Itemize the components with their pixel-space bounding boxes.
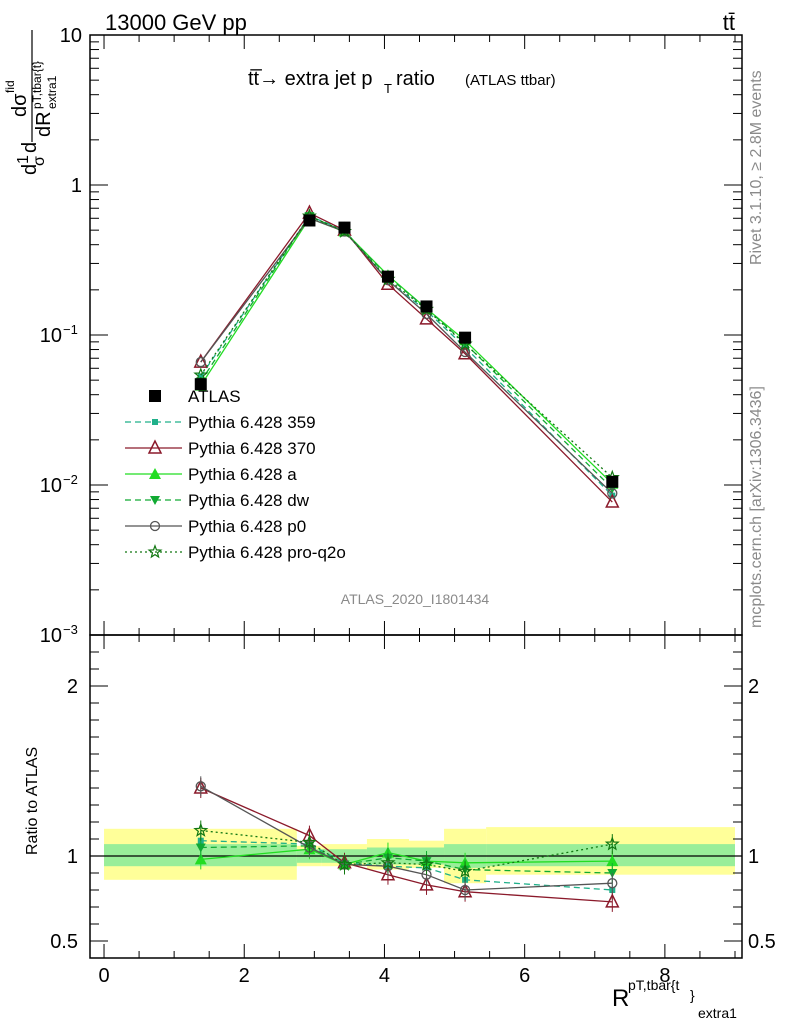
point-marker <box>301 834 317 849</box>
point-marker <box>457 345 473 360</box>
svg-text:R: R <box>612 985 629 1012</box>
ratio-y-tick-label: 0.5 <box>50 931 78 953</box>
y-tick-label: 10 <box>40 475 62 497</box>
x-tick-label: 4 <box>379 965 390 987</box>
point-marker <box>604 836 620 851</box>
svg-text:ratio: ratio <box>396 68 435 90</box>
series-line-1 <box>200 212 613 503</box>
rivet-label: Rivet 3.1.10, ≥ 2.8M events <box>748 70 765 265</box>
svg-text:σ: σ <box>31 156 48 166</box>
point-marker <box>150 496 160 505</box>
point-marker <box>381 270 394 283</box>
main-y-axis-label: d 1 σ d dσ fid dR pT,tbar{t} extra1 <box>3 30 59 175</box>
point-marker <box>605 893 620 908</box>
point-marker <box>194 378 207 391</box>
svg-text:extra1: extra1 <box>45 75 59 109</box>
ratio-frame <box>89 634 743 959</box>
svg-text:pT,tbar{t}: pT,tbar{t} <box>30 61 44 109</box>
point-marker <box>336 856 353 871</box>
point-marker <box>606 475 619 488</box>
ratio-y-tick-label: 1 <box>67 846 78 868</box>
y-tick-label-exp: −1 <box>63 322 78 337</box>
ratio-panel: 0 2 4 6 8 0.5 0.5 1 1 2 2 <box>50 634 776 987</box>
mcplots-label: mcplots.cern.ch [arXiv:1306.3436] <box>748 386 765 628</box>
ratio-y-tick-label-right: 2 <box>748 676 759 698</box>
svg-text:tt̅→ extra jet p: tt̅→ extra jet p <box>248 68 373 90</box>
svg-text:dR: dR <box>33 111 55 137</box>
point-marker <box>193 822 209 837</box>
svg-text:fid: fid <box>3 80 17 93</box>
point-marker <box>459 331 472 344</box>
point-marker <box>193 367 209 382</box>
svg-text:d: d <box>19 164 41 175</box>
legend-label-1: Pythia 6.428 370 <box>188 439 316 458</box>
point-marker <box>459 884 471 896</box>
y-tick-label: 10 <box>40 325 62 347</box>
legend-label-3: Pythia 6.428 dw <box>188 491 310 510</box>
svg-text:extra1: extra1 <box>698 1005 737 1021</box>
y-tick-label-exp: −3 <box>63 622 78 637</box>
y-tick-label-exp: −2 <box>63 472 78 487</box>
point-marker <box>149 520 161 532</box>
point-marker <box>420 300 433 313</box>
point-marker <box>147 439 163 454</box>
x-axis-label: R pT,tbar{t } extra1 <box>612 977 737 1021</box>
point-marker <box>607 878 618 889</box>
point-marker <box>303 214 316 227</box>
point-marker <box>197 373 204 380</box>
process-label: tt̄ <box>723 10 735 35</box>
title-suffix: (ATLAS ttbar) <box>465 72 556 89</box>
watermark: ATLAS_2020_I1801434 <box>341 591 490 607</box>
y-tick-label: 10 <box>60 25 82 47</box>
point-marker <box>419 876 434 891</box>
legend: ATLAS Pythia 6.428 359 Pythia 6.428 370 Pyt… <box>125 387 346 562</box>
legend-label-data: ATLAS <box>188 387 241 406</box>
point-marker <box>457 863 473 878</box>
ratio-y-tick-label-right: 0.5 <box>748 931 776 953</box>
point-marker <box>607 488 618 499</box>
point-marker <box>195 356 206 368</box>
legend-label-2: Pythia 6.428 a <box>188 465 297 484</box>
svg-text:1: 1 <box>15 155 32 164</box>
ratio-y-tick-label-right: 1 <box>748 846 759 868</box>
x-tick-label: 0 <box>98 965 109 987</box>
band-stat-6 <box>486 844 735 867</box>
legend-label-4: Pythia 6.428 p0 <box>188 517 306 536</box>
main-title: tt̅→ extra jet p T ratio (ATLAS ttbar) <box>248 68 556 96</box>
point-marker <box>459 346 471 358</box>
x-tick-label: 2 <box>239 965 250 987</box>
point-marker <box>194 853 207 865</box>
x-tick-label: 8 <box>659 965 670 987</box>
legend-label-0: Pythia 6.428 359 <box>188 413 316 432</box>
legend-label-5: Pythia 6.428 pro-q2o <box>188 543 346 562</box>
point-marker <box>147 544 163 559</box>
point-marker <box>152 419 158 425</box>
point-marker <box>149 468 161 479</box>
svg-text:T: T <box>384 81 392 96</box>
x-tick-label: 6 <box>519 965 530 987</box>
svg-text:pT,tbar{t: pT,tbar{t <box>628 977 679 993</box>
point-marker <box>195 781 206 792</box>
point-marker <box>606 855 619 867</box>
point-marker <box>605 493 620 508</box>
ratio-y-label: Ratio to ATLAS <box>24 747 41 855</box>
svg-text:d: d <box>19 142 41 153</box>
point-marker <box>338 221 351 234</box>
y-tick-label: 1 <box>71 175 82 197</box>
point-marker <box>380 866 396 881</box>
point-marker <box>149 390 161 402</box>
ratio-y-tick-label: 2 <box>67 676 78 698</box>
energy-label: 13000 GeV pp <box>105 10 247 35</box>
point-marker <box>195 843 206 853</box>
point-marker <box>380 854 396 870</box>
point-marker <box>418 856 435 871</box>
y-tick-label: 10 <box>40 625 62 647</box>
svg-text:dσ: dσ <box>9 93 31 117</box>
svg-text:}: } <box>690 987 695 1003</box>
